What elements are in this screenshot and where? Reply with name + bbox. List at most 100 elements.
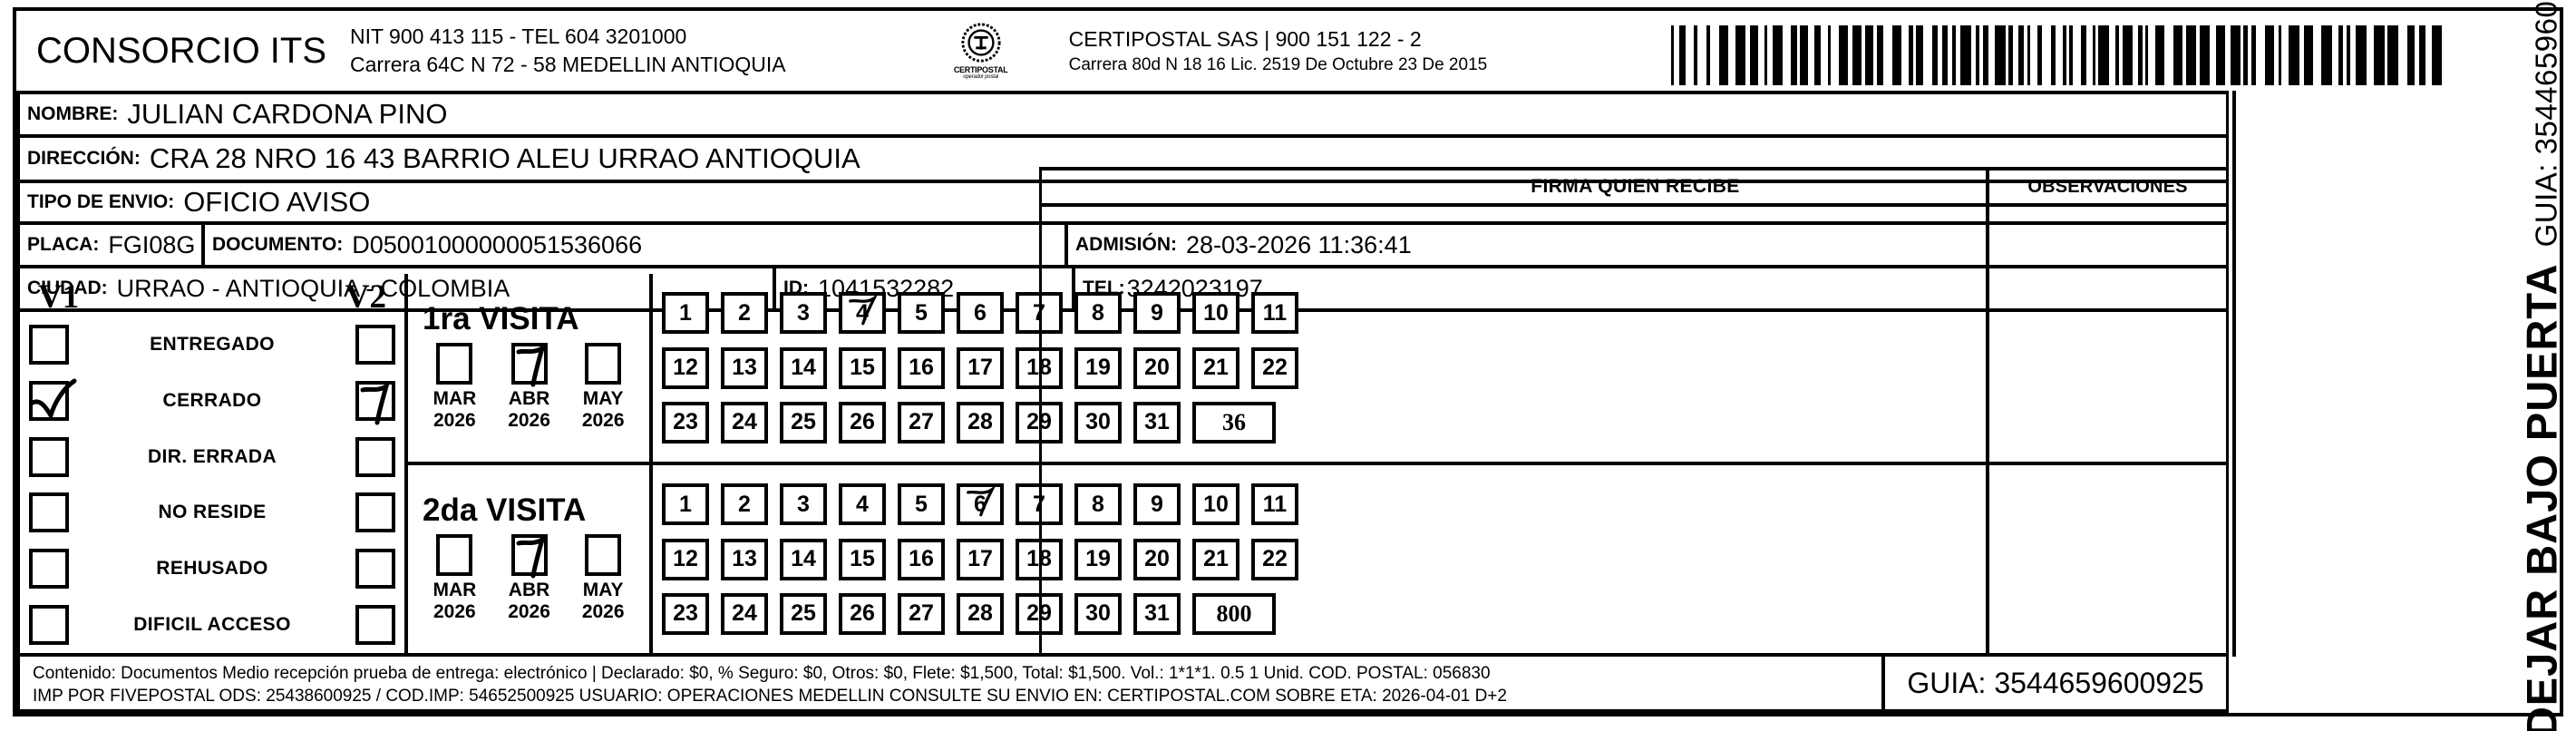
day-cell-11[interactable]: 11 bbox=[1251, 483, 1298, 526]
day-cell-25[interactable]: 25 bbox=[780, 401, 827, 443]
month-checkbox-may[interactable] bbox=[585, 342, 622, 385]
day-cell-6[interactable]: 6 bbox=[957, 292, 1004, 335]
day-cell-30[interactable]: 30 bbox=[1074, 592, 1122, 635]
day-cell-3[interactable]: 3 bbox=[780, 292, 827, 335]
day-cell-9[interactable]: 9 bbox=[1133, 483, 1181, 526]
day-cell-1[interactable]: 1 bbox=[662, 292, 709, 335]
shipment-barcode bbox=[1671, 25, 2451, 85]
checkbox-v1-2[interactable] bbox=[29, 436, 69, 477]
day-cell-27[interactable]: 27 bbox=[898, 592, 945, 635]
day-cell-2[interactable]: 2 bbox=[721, 292, 768, 335]
day-cell-28[interactable]: 28 bbox=[957, 592, 1004, 635]
tipo-envio-label: TIPO DE ENVIO: bbox=[27, 191, 175, 212]
day-cell-5[interactable]: 5 bbox=[898, 483, 945, 526]
day-cell-17[interactable]: 17 bbox=[957, 346, 1004, 389]
day-cell-15[interactable]: 15 bbox=[839, 538, 886, 580]
day-cell-20[interactable]: 20 bbox=[1133, 538, 1181, 580]
v2-header: V2 bbox=[345, 278, 386, 316]
day-cell-handwritten-time[interactable]: 800 bbox=[1192, 592, 1276, 635]
day-cell-28[interactable]: 28 bbox=[957, 401, 1004, 443]
day-cell-31[interactable]: 31 bbox=[1133, 401, 1181, 443]
day-cell-16[interactable]: 16 bbox=[898, 538, 945, 580]
day-cell-10[interactable]: 10 bbox=[1192, 483, 1239, 526]
day-row: 23 24 25 26 27 28 29 30 31 36 bbox=[662, 401, 2217, 443]
footer-line-2: IMP POR FIVEPOSTAL ODS: 25438600925 / CO… bbox=[33, 687, 1507, 706]
day-cell-22[interactable]: 22 bbox=[1251, 346, 1298, 389]
day-cell-14[interactable]: 14 bbox=[780, 538, 827, 580]
day-cell-13[interactable]: 13 bbox=[721, 346, 768, 389]
checkbox-v1-1[interactable] bbox=[29, 378, 77, 421]
day-cell-17[interactable]: 17 bbox=[957, 538, 1004, 580]
day-cell-21[interactable]: 21 bbox=[1192, 346, 1239, 389]
day-cell-8[interactable]: 8 bbox=[1074, 483, 1122, 526]
day-cell-15[interactable]: 15 bbox=[839, 346, 886, 389]
day-cell-19[interactable]: 19 bbox=[1074, 538, 1122, 580]
day-cell-24[interactable]: 24 bbox=[721, 592, 768, 635]
month-checkbox-abr[interactable] bbox=[510, 342, 548, 386]
footer-guia-number: GUIA: 3544659600925 bbox=[1881, 657, 2226, 709]
day-cell-10[interactable]: 10 bbox=[1192, 292, 1239, 335]
day-cell-26[interactable]: 26 bbox=[839, 592, 886, 635]
day-cell-21[interactable]: 21 bbox=[1192, 538, 1239, 580]
label-footer: Contenido: Documentos Medio recepción pr… bbox=[16, 657, 2229, 713]
checkbox-v1-0[interactable] bbox=[29, 324, 69, 365]
day-cell-25[interactable]: 25 bbox=[780, 592, 827, 635]
ciudad-value: URRAO - ANTIOQUIA - COLOMBIA bbox=[116, 274, 510, 302]
checkbox-v1-4[interactable] bbox=[29, 549, 69, 590]
status-row-cerrado: CERRADO bbox=[29, 373, 395, 429]
day-cell-22[interactable]: 22 bbox=[1251, 538, 1298, 580]
direccion-label: DIRECCIÓN: bbox=[27, 148, 141, 169]
checkbox-v2-4[interactable] bbox=[355, 549, 395, 590]
status-label-4: REHUSADO bbox=[156, 558, 268, 580]
day-cell-9[interactable]: 9 bbox=[1133, 292, 1181, 335]
day-cell-19[interactable]: 19 bbox=[1074, 346, 1122, 389]
month-year: 2026 bbox=[433, 409, 476, 431]
day-cell-12[interactable]: 12 bbox=[662, 346, 709, 389]
day-cell-31[interactable]: 31 bbox=[1133, 592, 1181, 635]
month-checkbox-may[interactable] bbox=[585, 533, 622, 576]
status-row-no-reside: NO RESIDE bbox=[29, 484, 395, 541]
company-street: Carrera 64C N 72 - 58 MEDELLIN ANTIOQUIA bbox=[350, 53, 786, 76]
checkbox-v2-0[interactable] bbox=[355, 324, 395, 365]
day-cell-20[interactable]: 20 bbox=[1133, 346, 1181, 389]
row-ciudad-id-tel: CIUDAD: URRAO - ANTIOQUIA - COLOMBIA ID:… bbox=[20, 268, 2226, 312]
day-cell-4[interactable]: 4 bbox=[839, 483, 886, 526]
day-cell-6[interactable]: 6 bbox=[957, 483, 1004, 526]
day-cell-13[interactable]: 13 bbox=[721, 538, 768, 580]
day-cell-2[interactable]: 2 bbox=[721, 483, 768, 526]
firma-signature-area[interactable] bbox=[1039, 207, 2229, 657]
day-cell-8[interactable]: 8 bbox=[1074, 292, 1122, 335]
day-cell-27[interactable]: 27 bbox=[898, 401, 945, 443]
month-checkbox-mar[interactable] bbox=[436, 342, 473, 385]
checkbox-v2-3[interactable] bbox=[355, 492, 395, 533]
handwritten-day-mark bbox=[967, 485, 996, 517]
day-cell-23[interactable]: 23 bbox=[662, 401, 709, 443]
month-name: MAR bbox=[433, 387, 477, 409]
day-cell-16[interactable]: 16 bbox=[898, 346, 945, 389]
day-cell-5[interactable]: 5 bbox=[898, 292, 945, 335]
day-cell-12[interactable]: 12 bbox=[662, 538, 709, 580]
month-checkbox-abr[interactable] bbox=[510, 533, 548, 578]
day-cell-1[interactable]: 1 bbox=[662, 483, 709, 526]
visit-2-day-grid: 1 2 3 4 5 6 7 8 9 10 11 12 13 14 15 16 17 18 19 20 21 22 23 24 2… bbox=[653, 465, 2226, 653]
day-cell-14[interactable]: 14 bbox=[780, 346, 827, 389]
month-checkbox-mar[interactable] bbox=[436, 533, 473, 576]
month-name: ABR bbox=[508, 387, 550, 409]
day-cell-24[interactable]: 24 bbox=[721, 401, 768, 443]
day-cell-11[interactable]: 11 bbox=[1251, 292, 1298, 335]
day-cell-26[interactable]: 26 bbox=[839, 401, 886, 443]
checkbox-v1-5[interactable] bbox=[29, 605, 69, 646]
company-address-block: NIT 900 413 115 - TEL 604 3201000 Carrer… bbox=[350, 23, 786, 79]
checkbox-v2-1[interactable] bbox=[355, 380, 395, 425]
day-cell-3[interactable]: 3 bbox=[780, 483, 827, 526]
visit-1-day-grid: 1 2 3 4 5 6 7 8 9 10 11 12 13 14 15 16 17 18 19 20 21 22 23 24 2… bbox=[653, 274, 2226, 465]
observaciones-area[interactable] bbox=[1986, 207, 2229, 657]
checkbox-v1-3[interactable] bbox=[29, 492, 69, 533]
day-cell-4[interactable]: 4 bbox=[839, 292, 886, 335]
day-cell-30[interactable]: 30 bbox=[1074, 401, 1122, 443]
operator-street-license: Carrera 80d N 18 16 Lic. 2519 De Octubre… bbox=[1068, 54, 1488, 74]
day-cell-23[interactable]: 23 bbox=[662, 592, 709, 635]
checkbox-v2-5[interactable] bbox=[355, 605, 395, 646]
checkbox-v2-2[interactable] bbox=[355, 436, 395, 477]
day-cell-handwritten-time[interactable]: 36 bbox=[1192, 401, 1276, 443]
